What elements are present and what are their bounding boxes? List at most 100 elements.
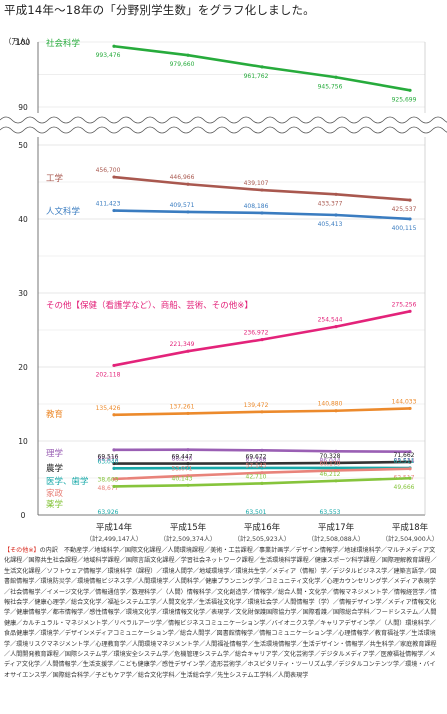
- x-tick-total: （計2,499,147人）: [86, 535, 142, 543]
- data-label: 71,662: [394, 452, 415, 459]
- series-name-label: 人文科学: [46, 206, 81, 217]
- data-label: 408,186: [244, 203, 269, 210]
- data-label: 69,447: [172, 454, 193, 461]
- x-tick-total: （計2,504,900人）: [382, 535, 438, 543]
- data-point: [112, 466, 116, 470]
- data-point: [260, 448, 264, 452]
- data-point: [186, 462, 190, 466]
- data-label: 46,212: [320, 471, 341, 478]
- data-label: 405,413: [318, 221, 343, 228]
- data-point: [408, 217, 412, 221]
- data-label: 87,388: [246, 456, 267, 463]
- data-point: [408, 88, 412, 92]
- data-point: [186, 182, 190, 186]
- data-label: 439,107: [244, 180, 269, 187]
- data-label: 254,544: [318, 317, 343, 324]
- data-point: [334, 325, 338, 329]
- series-name-label: 教育: [46, 409, 63, 420]
- data-point: [408, 198, 412, 202]
- series-name-label: 家政: [46, 488, 64, 499]
- data-point: [408, 450, 412, 454]
- y-tick-label: 50: [18, 141, 28, 150]
- data-label: 38,603: [98, 476, 119, 483]
- data-label: 88,230: [172, 456, 193, 463]
- x-tick-label: 平成18年: [392, 522, 429, 533]
- data-point: [186, 210, 190, 214]
- data-point: [260, 461, 264, 466]
- data-point: [112, 477, 116, 481]
- y-tick-label: 0: [21, 511, 26, 520]
- data-point: [186, 466, 190, 470]
- x-tick-total: （計2,505,923人）: [234, 535, 290, 543]
- x-tick-label: 平成14年: [96, 522, 133, 533]
- data-label: 945,756: [318, 83, 343, 90]
- data-label: 979,660: [170, 61, 195, 68]
- page-title: 平成14年～18年の「分野別学生数」をグラフ化しました。: [4, 3, 315, 17]
- data-point: [334, 468, 338, 473]
- y-tick-label: 20: [18, 363, 28, 372]
- data-label: 961,762: [244, 73, 269, 80]
- data-point: [408, 406, 412, 411]
- data-label: 48,677: [98, 485, 119, 492]
- data-label: 144,033: [392, 398, 417, 405]
- y-tick-label: 30: [18, 289, 28, 298]
- data-point: [334, 213, 338, 217]
- data-label: 63,511: [394, 458, 415, 465]
- y-tick-label: 100: [16, 38, 31, 47]
- data-point: [260, 211, 264, 215]
- data-label: 446,966: [170, 174, 195, 181]
- series-name-label: 理学: [46, 448, 64, 459]
- data-point: [112, 484, 116, 489]
- data-point: [334, 192, 338, 196]
- x-tick-label: 平成17年: [318, 522, 355, 533]
- series-name-label: 工学: [46, 173, 64, 184]
- data-point: [260, 188, 264, 192]
- series-name-label: 社会科学: [46, 38, 81, 49]
- x-tick-label: 平成16年: [244, 522, 281, 533]
- data-label: 236,972: [244, 330, 269, 337]
- data-point: [260, 471, 264, 475]
- data-label: 139,472: [244, 402, 269, 409]
- data-label: 86,044: [320, 457, 341, 464]
- axis-break-wave: [0, 126, 447, 134]
- data-point: [186, 411, 190, 416]
- y-tick-label: 90: [18, 103, 28, 112]
- y-tick-label: 10: [18, 437, 28, 446]
- series-name-label: その他【保健（看護学など）、商船、芸術、その他※】: [46, 300, 253, 311]
- data-label: 135,426: [96, 405, 121, 412]
- data-point: [186, 448, 190, 452]
- data-label: 425,537: [392, 206, 417, 213]
- data-label: 409,571: [170, 202, 195, 209]
- data-label: 57,143: [246, 463, 267, 470]
- x-tick-total: （計2,508,088人）: [308, 535, 364, 543]
- data-point: [112, 208, 116, 213]
- footnote-heading: 【その他※】: [4, 547, 40, 554]
- data-label: 202,118: [96, 371, 121, 378]
- data-point: [186, 474, 190, 478]
- data-label: 88,075: [98, 456, 119, 463]
- x-tick-total: （計2,509,374人）: [160, 535, 216, 543]
- data-point: [408, 309, 412, 313]
- data-label: 53,071: [172, 466, 193, 473]
- data-point: [334, 461, 338, 465]
- data-point: [334, 466, 338, 470]
- data-label: 63,040: [98, 458, 119, 465]
- y-tick-label: 40: [18, 215, 28, 224]
- footnote: 【その他※】の内訳 不動産学／地域科学／国際文化課程／人間環境課程／美術・工芸課…: [4, 546, 440, 681]
- data-point: [260, 466, 264, 470]
- axis-break-wave: [0, 116, 447, 124]
- data-point: [112, 44, 116, 48]
- data-label: 49,666: [394, 484, 415, 491]
- data-point: [112, 461, 116, 466]
- data-point: [408, 476, 412, 480]
- data-point: [334, 449, 338, 453]
- series-name-label: 薬学: [46, 499, 64, 510]
- data-point: [334, 409, 338, 413]
- data-label: 42,710: [246, 473, 267, 480]
- data-point: [408, 467, 412, 471]
- data-label: 140,880: [318, 401, 343, 408]
- plot-frame: [0, 42, 447, 516]
- data-point: [112, 175, 116, 179]
- grid-lines: [38, 41, 425, 516]
